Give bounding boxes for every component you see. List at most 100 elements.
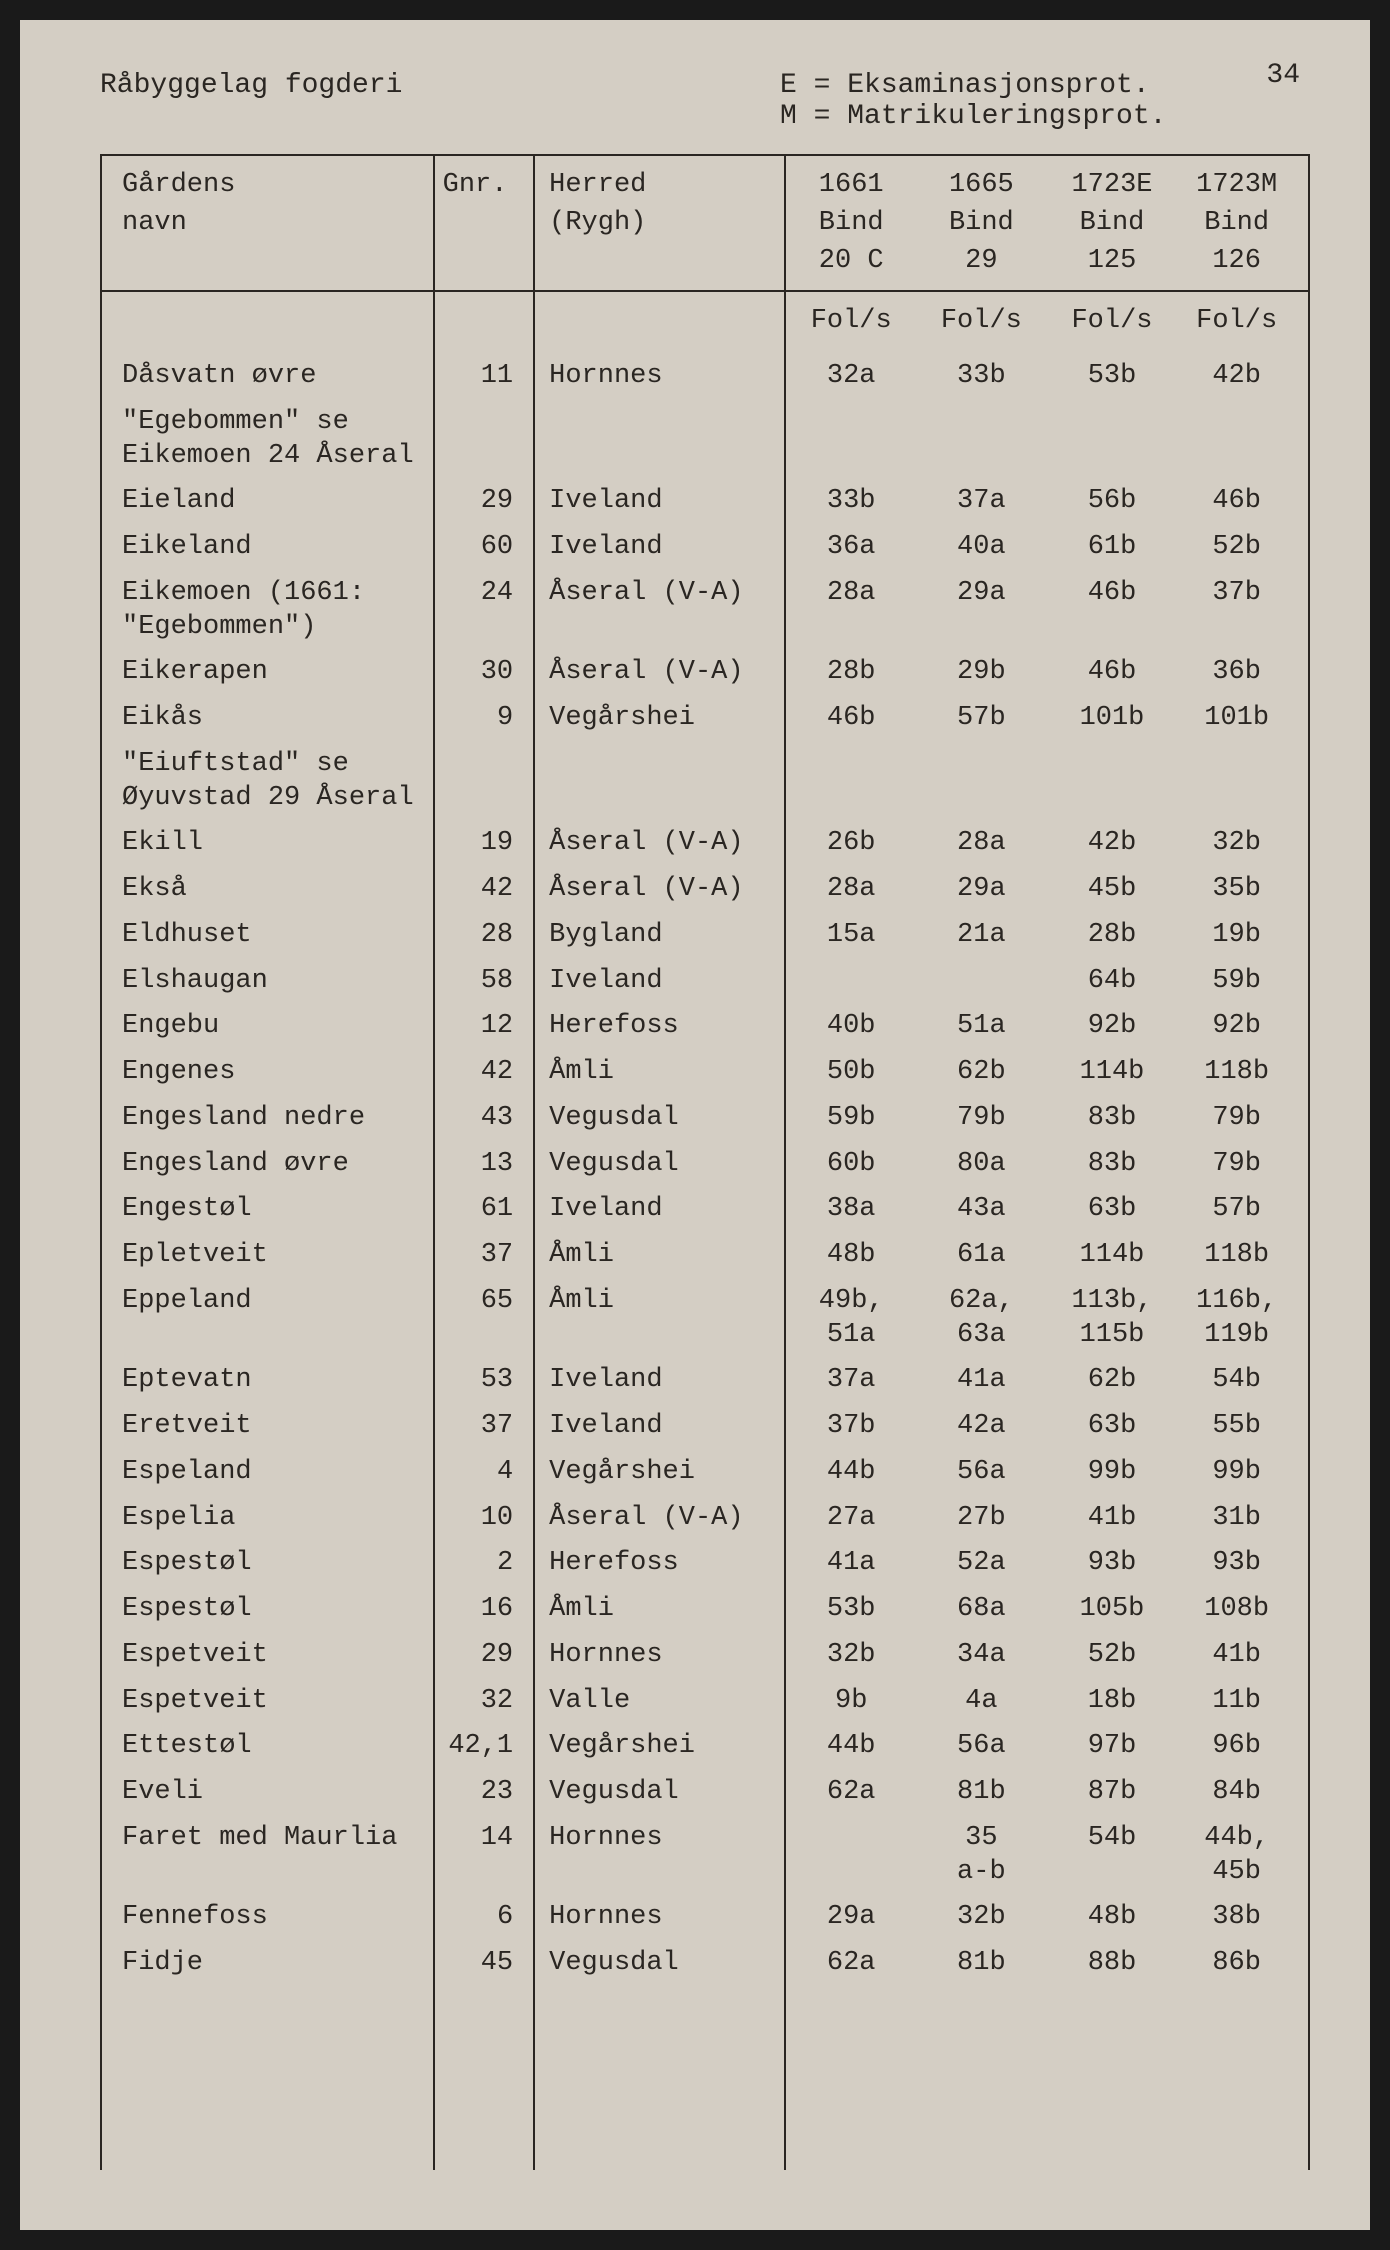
- farm-name: Espestøl: [102, 1587, 434, 1633]
- herred-value: Herefoss: [534, 1541, 785, 1587]
- fol-value: 62b: [1047, 1358, 1178, 1404]
- farm-name: Eikerapen: [102, 650, 434, 696]
- fol-value: 118b: [1177, 1233, 1308, 1279]
- fol-value: 114b: [1047, 1050, 1178, 1096]
- col-bind-1: Bind: [916, 204, 1047, 242]
- table-row: Engenes42Åmli50b62b114b118b: [102, 1050, 1308, 1096]
- fol-value: 59b: [1177, 959, 1308, 1005]
- gnr-value: 65: [434, 1279, 535, 1359]
- table-wrap: Gårdens Gnr. Herred 1661 1665 1723E 1723…: [100, 154, 1310, 2170]
- gnr-value: 10: [434, 1496, 535, 1542]
- table-row: Eppeland65Åmli49b, 51a62a, 63a113b, 115b…: [102, 1279, 1308, 1359]
- fol-value: 40b: [785, 1004, 916, 1050]
- page-number: 34: [1266, 60, 1300, 91]
- herred-value: Hornnes: [534, 354, 785, 400]
- farm-name: Eikemoen (1661: "Egebommen"): [102, 571, 434, 651]
- farm-name: Engenes: [102, 1050, 434, 1096]
- fol-value: 87b: [1047, 1770, 1178, 1816]
- fol-value: [916, 742, 1047, 822]
- fol-value: [1177, 400, 1308, 480]
- farm-name: Engesland nedre: [102, 1096, 434, 1142]
- farm-name: Eptevatn: [102, 1358, 434, 1404]
- gnr-value: 42: [434, 1050, 535, 1096]
- farm-name: Ekill: [102, 821, 434, 867]
- herred-value: Åseral (V-A): [534, 1496, 785, 1542]
- farm-name: Eikås: [102, 696, 434, 742]
- table-row: Engebu12Herefoss40b51a92b92b: [102, 1004, 1308, 1050]
- farm-name: Faret med Maurlia: [102, 1816, 434, 1896]
- fol-value: 92b: [1047, 1004, 1178, 1050]
- farm-name: Elshaugan: [102, 959, 434, 1005]
- head-row-3: 20 C 29 125 126: [102, 242, 1308, 291]
- herred-value: Iveland: [534, 1187, 785, 1233]
- fol-value: 61b: [1047, 525, 1178, 571]
- gnr-value: 37: [434, 1404, 535, 1450]
- herred-value: Åseral (V-A): [534, 867, 785, 913]
- fol-value: 101b: [1177, 696, 1308, 742]
- table-row: Elshaugan58Iveland64b59b: [102, 959, 1308, 1005]
- farm-name: Ekså: [102, 867, 434, 913]
- gnr-value: 2: [434, 1541, 535, 1587]
- fol-value: 116b, 119b: [1177, 1279, 1308, 1359]
- fol-value: 28a: [785, 867, 916, 913]
- legend-line-1: E = Eksaminasjonsprot.: [780, 70, 1310, 101]
- fol-value: [785, 400, 916, 480]
- table-row: Fidje45Vegusdal62a81b88b86b: [102, 1941, 1308, 1987]
- herred-value: Hornnes: [534, 1633, 785, 1679]
- legend: E = Eksaminasjonsprot. M = Matrikulering…: [630, 70, 1310, 132]
- blank: [434, 204, 535, 242]
- fol-value: 55b: [1177, 1404, 1308, 1450]
- fol-value: 28a: [916, 821, 1047, 867]
- farm-name: Eikeland: [102, 525, 434, 571]
- head-row-2: navn (Rygh) Bind Bind Bind Bind: [102, 204, 1308, 242]
- herred-value: Åmli: [534, 1587, 785, 1633]
- col-num-3: 126: [1177, 242, 1308, 291]
- farm-name: Engestøl: [102, 1187, 434, 1233]
- gnr-value: 6: [434, 1895, 535, 1941]
- herred-value: Åseral (V-A): [534, 571, 785, 651]
- fol-value: 81b: [916, 1770, 1047, 1816]
- herred-value: Iveland: [534, 479, 785, 525]
- fol-value: 4a: [916, 1679, 1047, 1725]
- col-bind-2: Bind: [1047, 204, 1178, 242]
- gnr-value: 30: [434, 650, 535, 696]
- farm-name: Eldhuset: [102, 913, 434, 959]
- herred-value: Åmli: [534, 1050, 785, 1096]
- fol-value: 99b: [1047, 1450, 1178, 1496]
- fol-value: 41a: [916, 1358, 1047, 1404]
- fol-value: 19b: [1177, 913, 1308, 959]
- header-row: Råbyggelag fogderi E = Eksaminasjonsprot…: [100, 70, 1310, 132]
- fol-value: 99b: [1177, 1450, 1308, 1496]
- col-bind-0: Bind: [785, 204, 916, 242]
- farm-name: Fennefoss: [102, 1895, 434, 1941]
- table-row: Engesland øvre13Vegusdal60b80a83b79b: [102, 1142, 1308, 1188]
- herred-value: Bygland: [534, 913, 785, 959]
- gnr-value: 43: [434, 1096, 535, 1142]
- gnr-value: 60: [434, 525, 535, 571]
- table-row: Fennefoss6Hornnes29a32b48b38b: [102, 1895, 1308, 1941]
- gnr-value: 58: [434, 959, 535, 1005]
- herred-value: Vegårshei: [534, 696, 785, 742]
- fol-value: 11b: [1177, 1679, 1308, 1725]
- farm-name: Espetveit: [102, 1679, 434, 1725]
- fol-value: 44b, 45b: [1177, 1816, 1308, 1896]
- table-row: Espelia10Åseral (V-A)27a27b41b31b: [102, 1496, 1308, 1542]
- page: 34 Råbyggelag fogderi E = Eksaminasjonsp…: [20, 20, 1370, 2230]
- table-row: Dåsvatn øvre11Hornnes32a33b53b42b: [102, 354, 1308, 400]
- fol-value: 79b: [1177, 1096, 1308, 1142]
- col-num-0: 20 C: [785, 242, 916, 291]
- fol-value: 53b: [785, 1587, 916, 1633]
- fol-value: 37a: [785, 1358, 916, 1404]
- herred-value: Hornnes: [534, 1895, 785, 1941]
- fol-value: 32b: [785, 1633, 916, 1679]
- head-row-1: Gårdens Gnr. Herred 1661 1665 1723E 1723…: [102, 156, 1308, 204]
- fol-value: 27b: [916, 1496, 1047, 1542]
- gnr-value: 29: [434, 1633, 535, 1679]
- fol-value: 42b: [1177, 354, 1308, 400]
- fol-value: 79b: [1177, 1142, 1308, 1188]
- fol-value: 56b: [1047, 479, 1178, 525]
- gnr-value: 37: [434, 1233, 535, 1279]
- fol-value: 93b: [1047, 1541, 1178, 1587]
- fol-value: 60b: [785, 1142, 916, 1188]
- gnr-value: 23: [434, 1770, 535, 1816]
